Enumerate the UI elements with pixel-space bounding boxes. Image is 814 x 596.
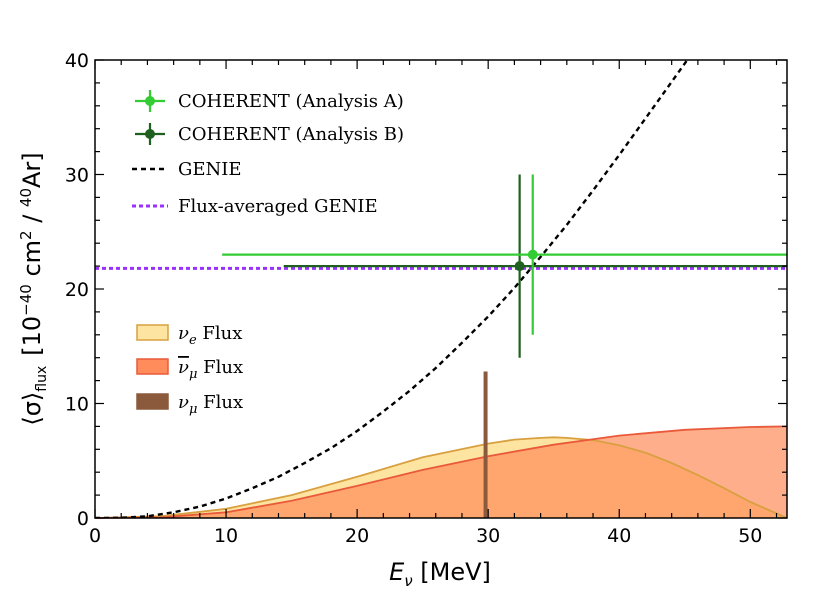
numubar-legend-swatch — [136, 358, 169, 375]
analysis-b-legend-label: COHERENT (Analysis B) — [178, 124, 404, 145]
y-tick-label: 40 — [65, 50, 89, 72]
legend-flux: νe Flux νμ Flux νμ Flux — [136, 323, 243, 417]
analysis-a-legend-label: COHERENT (Analysis A) — [178, 91, 404, 112]
nue-legend-label: νe Flux — [178, 323, 242, 348]
numu-legend-label: νμ Flux — [178, 392, 243, 417]
x-axis-title: Eν [MeV] — [389, 558, 491, 590]
numubar-legend-label: νμ Flux — [178, 357, 243, 382]
nue-legend-swatch — [136, 324, 169, 341]
numubar-flux-line — [94, 425, 788, 519]
x-tick-label: 30 — [476, 525, 500, 547]
flux-areas — [94, 371, 788, 519]
nue-flux-line — [94, 436, 788, 519]
x-tick-label: 50 — [738, 525, 762, 547]
y-tick-label: 20 — [65, 279, 89, 301]
analysis-a-legend-marker — [145, 96, 155, 106]
x-tick-label: 0 — [89, 525, 101, 547]
tick-labels: 0 10 20 30 40 50 0 10 20 30 40 — [65, 50, 763, 547]
errorbars — [222, 174, 787, 358]
genie-legend-label: GENIE — [178, 159, 242, 180]
x-tick-label: 10 — [214, 525, 238, 547]
x-tick-label: 40 — [607, 525, 631, 547]
numu-legend-swatch — [136, 393, 169, 410]
y-axis-title: ⟨σ⟩flux[10−40 cm2 / 40Ar] — [17, 152, 50, 425]
legend-top: COHERENT (Analysis A) COHERENT (Analysis … — [132, 90, 404, 217]
y-tick-label: 30 — [65, 165, 89, 187]
flux-avg-genie-legend-label: Flux-averaged GENIE — [178, 196, 378, 217]
y-tick-label: 10 — [65, 394, 89, 416]
numubar-flux-area — [95, 426, 787, 518]
y-tick-label: 0 — [77, 508, 89, 530]
analysis-b-legend-marker — [145, 129, 155, 139]
x-tick-label: 20 — [345, 525, 369, 547]
axis-ticks — [94, 59, 787, 519]
analysis-a-point — [527, 249, 538, 260]
analysis-b-point — [514, 261, 525, 272]
chart-lines — [95, 60, 787, 518]
